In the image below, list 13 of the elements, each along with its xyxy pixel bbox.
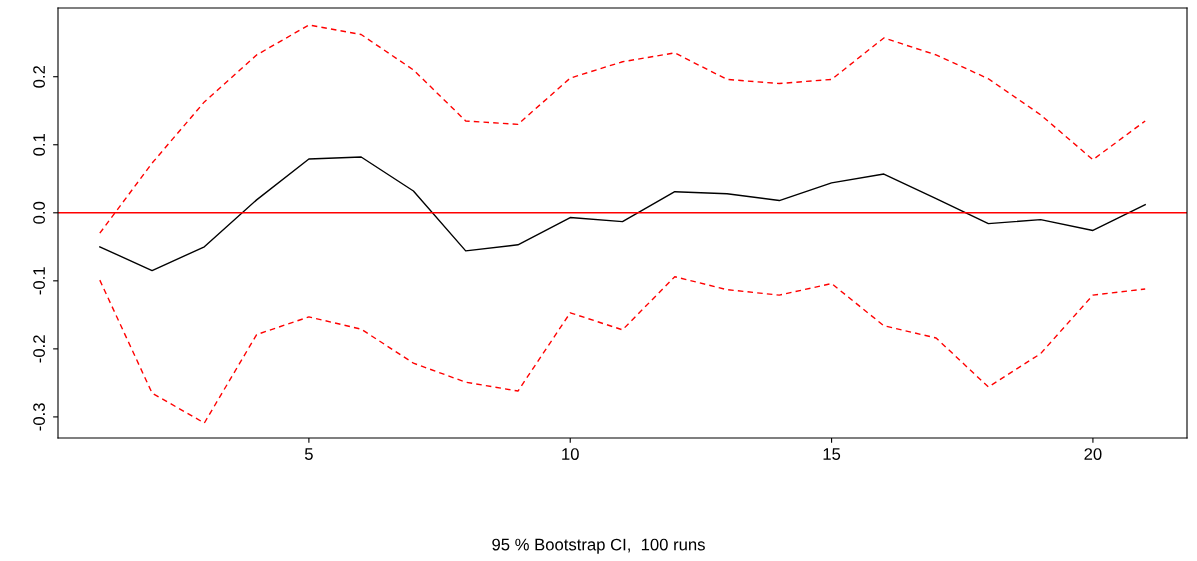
x-tick-label: 10 (562, 448, 579, 460)
line-series (99, 276, 1146, 424)
x-tick-label: 20 (1084, 448, 1102, 460)
y-tick-label: 0.0 (33, 201, 45, 224)
y-tick-label: 0.1 (33, 133, 45, 156)
y-tick-label: -0.3 (33, 403, 45, 431)
y-tick-label: 0.2 (33, 65, 45, 88)
y-tick-label: -0.2 (33, 335, 45, 363)
y-tick-label: -0.1 (33, 267, 45, 295)
x-tick-label: 15 (823, 448, 841, 460)
text: 95 % Bootstrap CI, 100 runs (492, 538, 705, 554)
x-tick-label: 5 (304, 448, 313, 460)
line-series (99, 156, 1146, 272)
